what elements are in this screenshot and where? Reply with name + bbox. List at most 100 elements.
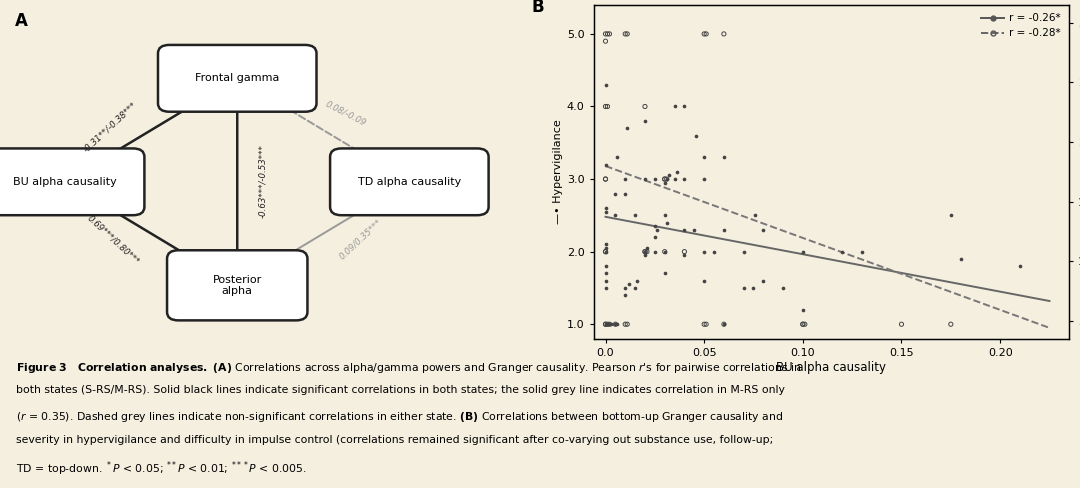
Point	[686, 226, 703, 234]
Point	[942, 320, 959, 328]
Point	[597, 204, 615, 212]
Text: Posterior
alpha: Posterior alpha	[213, 275, 261, 296]
Point	[636, 248, 653, 256]
Point	[676, 226, 693, 234]
Point	[617, 320, 634, 328]
Text: B: B	[531, 0, 544, 16]
Point	[666, 102, 684, 110]
FancyBboxPatch shape	[330, 148, 488, 215]
Point	[755, 277, 772, 285]
Point	[942, 211, 959, 219]
Point	[698, 320, 715, 328]
Point	[607, 320, 624, 328]
Point	[667, 168, 685, 176]
Text: Frontal gamma: Frontal gamma	[195, 73, 280, 83]
Point	[597, 262, 615, 270]
Point	[794, 320, 811, 328]
Point	[597, 248, 615, 256]
Point	[609, 320, 626, 328]
Point	[656, 248, 673, 256]
Point	[597, 244, 615, 252]
Point	[794, 248, 811, 256]
Point	[656, 248, 673, 256]
Text: BU alpha causality: BU alpha causality	[13, 177, 117, 187]
Point	[597, 37, 615, 45]
Point	[597, 284, 615, 292]
Point	[696, 248, 713, 256]
Point	[834, 248, 851, 256]
Point	[696, 277, 713, 285]
Point	[603, 320, 620, 328]
Point	[658, 219, 675, 226]
Point	[636, 175, 653, 183]
Y-axis label: —• Hypervigilance: —• Hypervigilance	[553, 120, 563, 224]
Point	[636, 248, 653, 256]
Point	[747, 211, 765, 219]
Legend: r = -0.26*, r = -0.28*: r = -0.26*, r = -0.28*	[978, 10, 1064, 41]
Point	[698, 30, 715, 38]
Point	[638, 248, 656, 256]
Point	[656, 179, 673, 186]
Point	[658, 175, 675, 183]
Point	[646, 233, 663, 241]
Point	[636, 251, 653, 259]
Text: 0.08/-0.09: 0.08/-0.09	[324, 99, 368, 127]
Point	[597, 320, 615, 328]
Point	[794, 320, 811, 328]
Point	[666, 175, 684, 183]
Point	[660, 172, 677, 180]
Point	[617, 284, 634, 292]
Point	[617, 291, 634, 299]
Point	[597, 208, 615, 216]
Point	[619, 320, 636, 328]
Text: TD alpha causality: TD alpha causality	[357, 177, 461, 187]
Point	[626, 211, 644, 219]
Point	[893, 320, 910, 328]
Text: $\bf{Figure\ 3\ \ \ Correlation\ analyses.}$ $\bf{(A)}$ Correlations across alph: $\bf{Figure\ 3\ \ \ Correlation\ analyse…	[16, 361, 801, 375]
Point	[656, 175, 673, 183]
Point	[617, 30, 634, 38]
Point	[629, 277, 646, 285]
Point	[715, 320, 732, 328]
Point	[600, 320, 618, 328]
Point	[636, 248, 653, 256]
Point	[656, 269, 673, 277]
Point	[597, 269, 615, 277]
Point	[609, 153, 626, 161]
Text: -0.63***/-0.53***: -0.63***/-0.53***	[258, 144, 267, 218]
Point	[597, 320, 615, 328]
Point	[617, 190, 634, 198]
Point	[676, 102, 693, 110]
Point	[597, 320, 615, 328]
Text: 0.09/0.35***: 0.09/0.35***	[338, 218, 383, 261]
Point	[607, 320, 624, 328]
Point	[646, 223, 663, 230]
Point	[619, 30, 636, 38]
Point	[597, 241, 615, 248]
Point	[600, 320, 618, 328]
Point	[598, 102, 616, 110]
Point	[597, 161, 615, 168]
FancyBboxPatch shape	[167, 250, 308, 321]
Point	[696, 30, 713, 38]
Point	[735, 248, 753, 256]
Point	[696, 175, 713, 183]
Point	[656, 175, 673, 183]
Point	[636, 102, 653, 110]
Point	[598, 320, 616, 328]
Point	[676, 248, 693, 256]
Point	[638, 244, 656, 252]
Point	[597, 102, 615, 110]
Point	[755, 226, 772, 234]
FancyBboxPatch shape	[0, 148, 145, 215]
Text: 0.69***/0.80***: 0.69***/0.80***	[85, 213, 141, 266]
Point	[597, 277, 615, 285]
Point	[696, 320, 713, 328]
Text: TD = top-down. $^*P$ < 0.05; $^{**}P$ < 0.01; $^{***}P$ < 0.005.: TD = top-down. $^*P$ < 0.05; $^{**}P$ < …	[16, 459, 307, 478]
Text: A: A	[15, 12, 28, 30]
Point	[715, 30, 732, 38]
Point	[621, 281, 638, 288]
Point	[715, 153, 732, 161]
Point	[597, 248, 615, 256]
Point	[705, 248, 723, 256]
